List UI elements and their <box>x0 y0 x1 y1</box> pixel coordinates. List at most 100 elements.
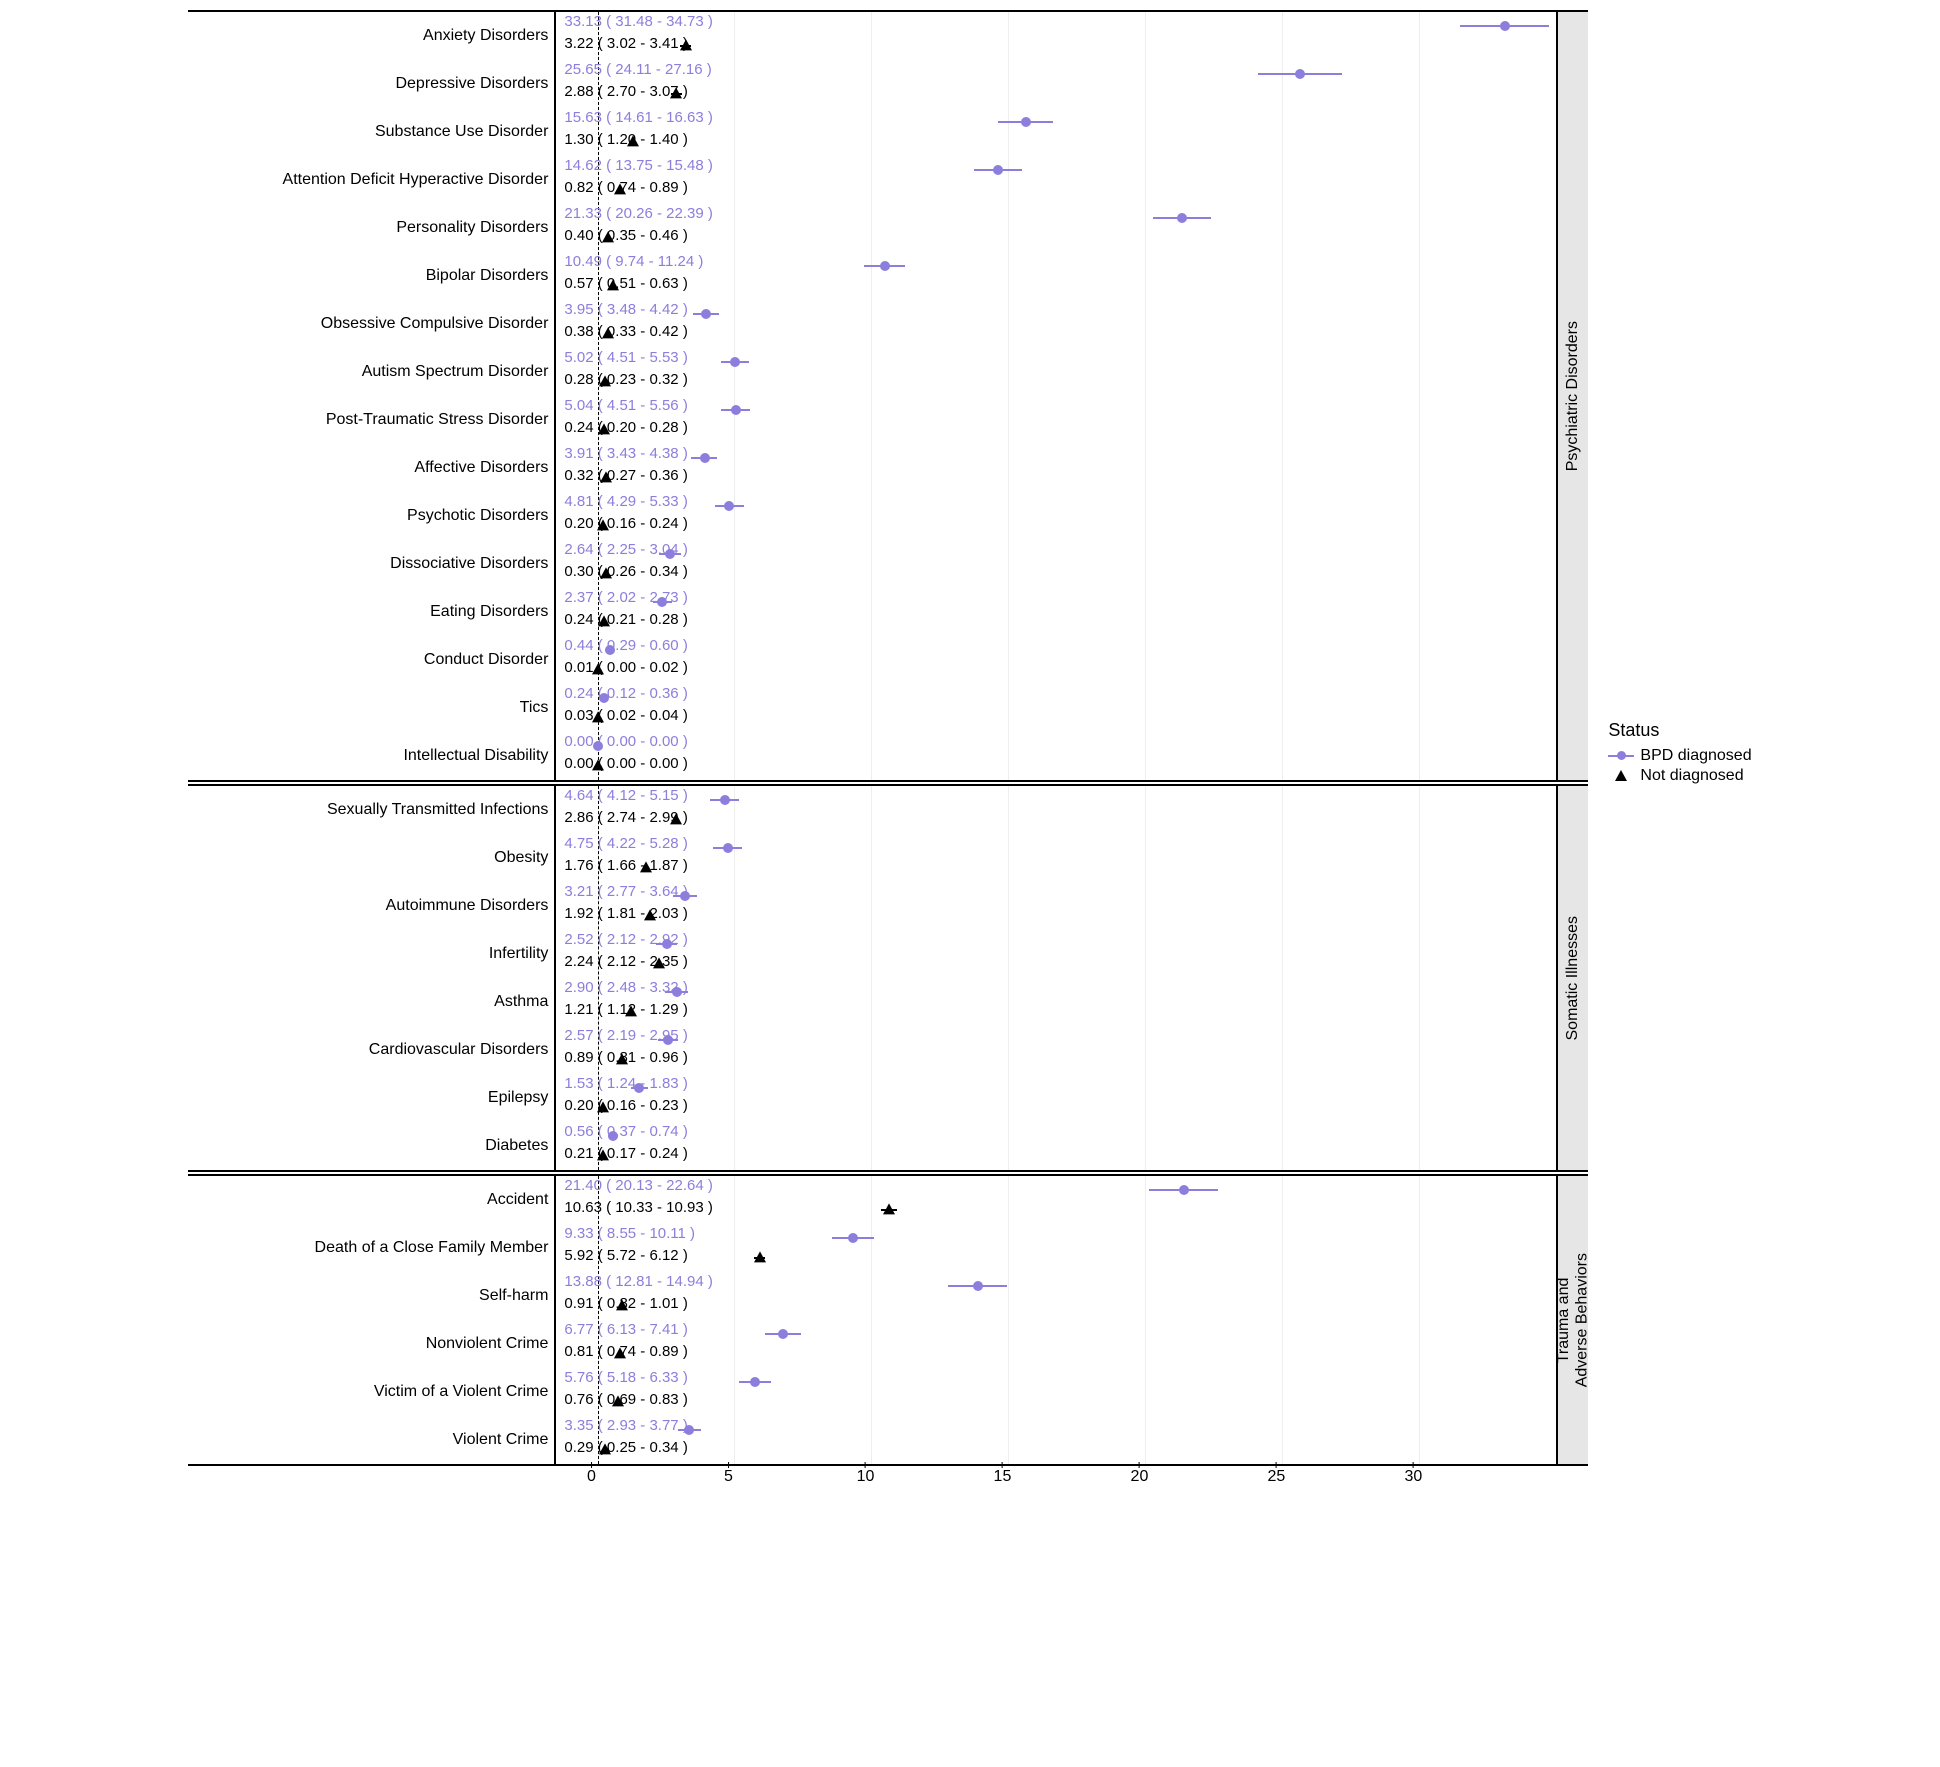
triangle-icon <box>1615 770 1627 781</box>
point-marker-triangle <box>754 1251 766 1262</box>
point-marker-circle <box>973 1281 983 1291</box>
y-axis-label: Cardiovascular Disorders <box>188 1026 548 1074</box>
plot-area: 4.64 ( 4.12 - 5.15 )2.86 ( 2.74 - 2.99 )… <box>556 786 1558 1170</box>
facet-strip: Somatic Illnesses <box>1558 786 1588 1170</box>
point-marker-circle <box>1177 213 1187 223</box>
facet-panel: Sexually Transmitted InfectionsObesityAu… <box>188 784 1588 1172</box>
y-axis-label: Victim of a Violent Crime <box>188 1368 548 1416</box>
value-annotation: 5.02 ( 4.51 - 5.53 ) <box>564 350 687 367</box>
point-marker-circle <box>731 405 741 415</box>
point-marker-circle <box>723 843 733 853</box>
point-marker-circle <box>730 357 740 367</box>
y-axis-label: Bipolar Disorders <box>188 252 548 300</box>
x-tick-label: 0 <box>587 1468 596 1486</box>
gridline <box>734 786 735 1170</box>
circle-icon <box>1617 751 1626 760</box>
gridline <box>1282 786 1283 1170</box>
value-annotation: 5.04 ( 4.51 - 5.56 ) <box>564 398 687 415</box>
y-axis-label: Substance Use Disorder <box>188 108 548 156</box>
point-marker-circle <box>880 261 890 271</box>
gridline <box>1282 1176 1283 1464</box>
value-annotation: 4.64 ( 4.12 - 5.15 ) <box>564 788 687 805</box>
point-marker-triangle <box>883 1203 895 1214</box>
legend-label: BPD diagnosed <box>1640 747 1751 765</box>
value-annotation: 5.76 ( 5.18 - 6.33 ) <box>564 1370 687 1387</box>
value-annotation: 2.57 ( 2.19 - 2.95 ) <box>564 1028 687 1045</box>
value-annotation: 14.62 ( 13.75 - 15.48 ) <box>564 158 712 175</box>
y-axis-label: Depressive Disorders <box>188 60 548 108</box>
x-tick-label: 5 <box>724 1468 733 1486</box>
gridline <box>1008 786 1009 1170</box>
gridline <box>734 12 735 780</box>
gridline <box>871 786 872 1170</box>
gridline <box>1008 1176 1009 1464</box>
y-axis-label: Infertility <box>188 930 548 978</box>
facet-title: Trauma andAdverse Behaviors <box>1555 1253 1592 1387</box>
point-marker-circle <box>724 501 734 511</box>
y-axis-label: Self-harm <box>188 1272 548 1320</box>
gridline <box>734 1176 735 1464</box>
point-marker-circle <box>1021 117 1031 127</box>
value-annotation: 21.40 ( 20.13 - 22.64 ) <box>564 1178 712 1195</box>
y-axis-label: Obsessive Compulsive Disorder <box>188 300 548 348</box>
value-annotation: 4.81 ( 4.29 - 5.33 ) <box>564 494 687 511</box>
y-axis-label: Eating Disorders <box>188 588 548 636</box>
y-axis-label: Tics <box>188 684 548 732</box>
gridline <box>871 1176 872 1464</box>
value-annotation: 0.21 ( 0.17 - 0.24 ) <box>564 1146 687 1170</box>
gridline <box>1145 786 1146 1170</box>
legend-item: BPD diagnosed <box>1608 747 1751 765</box>
point-marker-circle <box>778 1329 788 1339</box>
value-annotation: 0.29 ( 0.25 - 0.34 ) <box>564 1440 687 1464</box>
y-axis-label: Diabetes <box>188 1122 548 1170</box>
value-annotation: 2.64 ( 2.25 - 3.04 ) <box>564 542 687 559</box>
plot-area: 21.40 ( 20.13 - 22.64 )10.63 ( 10.33 - 1… <box>556 1176 1558 1464</box>
value-annotation: 4.75 ( 4.22 - 5.28 ) <box>564 836 687 853</box>
point-marker-circle <box>720 795 730 805</box>
y-axis-label: Affective Disorders <box>188 444 548 492</box>
forest-plot: Anxiety DisordersDepressive DisordersSub… <box>188 10 1751 1496</box>
value-annotation: 0.44 ( 0.29 - 0.60 ) <box>564 638 687 655</box>
value-annotation: 25.65 ( 24.11 - 27.16 ) <box>564 62 711 79</box>
gridline <box>1419 786 1420 1170</box>
legend-label: Not diagnosed <box>1640 767 1743 785</box>
x-tick-label: 10 <box>857 1468 875 1486</box>
value-annotation: 2.37 ( 2.02 - 2.73 ) <box>564 590 687 607</box>
value-annotation: 10.49 ( 9.74 - 11.24 ) <box>564 254 703 271</box>
y-axis-label: Accident <box>188 1176 548 1224</box>
x-tick-label: 15 <box>994 1468 1012 1486</box>
y-axis-label: Autism Spectrum Disorder <box>188 348 548 396</box>
point-marker-circle <box>993 165 1003 175</box>
facet-strip: Psychiatric Disorders <box>1558 12 1588 780</box>
y-axis-label: Death of a Close Family Member <box>188 1224 548 1272</box>
value-annotation: 21.33 ( 20.26 - 22.39 ) <box>564 206 712 223</box>
point-marker-circle <box>701 309 711 319</box>
legend-title: Status <box>1608 720 1751 741</box>
point-marker-circle <box>750 1377 760 1387</box>
gridline <box>1419 12 1420 780</box>
value-annotation: 0.56 ( 0.37 - 0.74 ) <box>564 1124 687 1141</box>
y-axis-label: Obesity <box>188 834 548 882</box>
value-annotation: 1.53 ( 1.24 - 1.83 ) <box>564 1076 687 1093</box>
legend: Status BPD diagnosed Not diagnosed <box>1608 720 1751 787</box>
point-marker-circle <box>700 453 710 463</box>
y-axis-label: Nonviolent Crime <box>188 1320 548 1368</box>
y-axis-label: Intellectual Disability <box>188 732 548 780</box>
gridline <box>1008 12 1009 780</box>
value-annotation: 0.00 ( 0.00 - 0.00 ) <box>564 756 687 780</box>
y-axis-label: Psychotic Disorders <box>188 492 548 540</box>
y-axis-label: Dissociative Disorders <box>188 540 548 588</box>
value-annotation: 6.77 ( 6.13 - 7.41 ) <box>564 1322 687 1339</box>
plot-area: 33.13 ( 31.48 - 34.73 )3.22 ( 3.02 - 3.4… <box>556 12 1558 780</box>
x-tick-label: 25 <box>1268 1468 1286 1486</box>
legend-item: Not diagnosed <box>1608 767 1751 785</box>
x-axis: 051015202530 <box>550 1468 1550 1496</box>
value-annotation: 13.88 ( 12.81 - 14.94 ) <box>564 1274 712 1291</box>
value-annotation: 3.21 ( 2.77 - 3.64 ) <box>564 884 687 901</box>
facet-title: Somatic Illnesses <box>1564 916 1582 1041</box>
point-marker-circle <box>1295 69 1305 79</box>
value-annotation: 0.24 ( 0.12 - 0.36 ) <box>564 686 687 703</box>
gridline <box>1145 12 1146 780</box>
value-annotation: 9.33 ( 8.55 - 10.11 ) <box>564 1226 695 1243</box>
y-axis-label: Personality Disorders <box>188 204 548 252</box>
